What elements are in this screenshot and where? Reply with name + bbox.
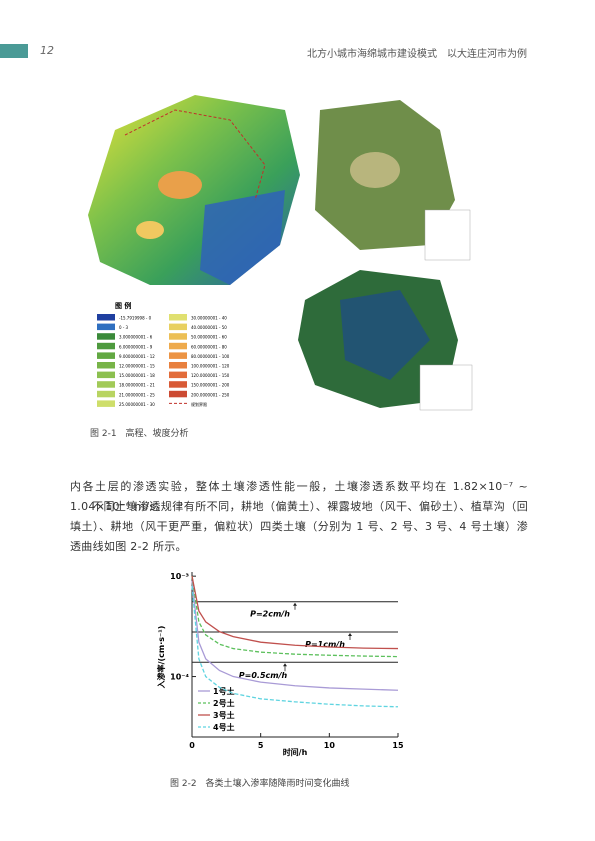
legend-swatch	[97, 400, 115, 407]
x-tick-label: 5	[258, 741, 264, 750]
legend-swatch	[97, 381, 115, 388]
legend-label: 60.00000001 - 80	[191, 344, 227, 349]
map-highland	[158, 171, 202, 199]
y-tick-label: 10⁻³	[170, 572, 189, 581]
x-tick-label: 15	[392, 741, 404, 750]
reference-arrowhead	[348, 632, 352, 636]
legend-label: 18.00000001 - 21	[119, 383, 155, 388]
legend-label: 150.0000001 - 200	[191, 383, 230, 388]
legend-label: 200.0000001 - 250	[191, 392, 230, 397]
legend-label: 9.000000001 - 12	[119, 354, 155, 359]
legend-label: 100.0000001 - 120	[191, 364, 230, 369]
map-legend-box	[424, 209, 471, 261]
legend-label: 3.000000001 - 6	[119, 335, 153, 340]
legend-swatch	[97, 371, 115, 379]
y-axis-label: 入渗率/(cm·s⁻¹)	[156, 626, 166, 690]
map-patch	[350, 152, 400, 188]
reference-arrowhead	[293, 602, 297, 606]
reference-label: P=0.5cm/h	[239, 671, 288, 680]
running-title: 北方小城市海绵城市建设模式 以大连庄河市为例	[307, 49, 527, 60]
legend-label: 21.00000001 - 25	[119, 392, 155, 397]
paragraph: 不同土壤渗透规律有所不同，耕地（偏黄土）、裸露坡地（风干、偏砂土）、植草沟（回填…	[70, 500, 528, 553]
legend-swatch	[169, 333, 187, 340]
legend-label: 15.00000001 - 18	[119, 373, 155, 378]
x-axis-label: 时间/h	[283, 747, 308, 757]
legend-swatch	[169, 381, 187, 388]
legend-swatch	[97, 362, 115, 369]
legend-label: 3号土	[213, 710, 235, 720]
legend-swatch	[169, 390, 187, 398]
legend-label: 12.00000001 - 15	[119, 364, 155, 369]
legend-swatch	[97, 390, 115, 398]
legend-label: 0 - 3	[119, 325, 129, 330]
page-number: 12	[40, 44, 54, 57]
series-line	[191, 585, 399, 708]
x-tick-label: 0	[189, 741, 195, 750]
reference-label: P=2cm/h	[250, 610, 290, 619]
legend-label: 80.00000001 - 100	[191, 354, 230, 359]
legend-label: 1号土	[213, 686, 235, 696]
series-line	[191, 576, 399, 658]
series-line	[191, 576, 399, 650]
legend-swatch	[169, 352, 187, 359]
legend-label: 120.0000001 - 150	[191, 373, 230, 378]
legend-swatch	[169, 342, 187, 350]
map-legend-box	[419, 364, 473, 411]
reference-label: P=1cm/h	[305, 640, 345, 649]
legend-label: 规划界限	[191, 401, 207, 407]
legend-label: 6.000000001 - 9	[119, 344, 153, 349]
legend-swatch	[97, 323, 115, 331]
legend-swatch	[97, 352, 115, 359]
map-boundary	[124, 109, 266, 201]
figure-caption: 图 2-2 各类土壤入渗率随降雨时间变化曲线	[170, 779, 350, 789]
chart: 时间/h 入渗率/(cm·s⁻¹) 10⁻³ 10⁻⁴ 0 5 10 15 P=2cm/h P…	[156, 572, 404, 757]
legend-swatch	[97, 333, 115, 340]
series-line	[191, 580, 399, 691]
x-tick-label: 10	[324, 741, 336, 750]
legend-label: -15.7919998 - 0	[119, 316, 152, 321]
legend-label: 30.00000001 - 40	[191, 316, 227, 321]
legend-swatch	[97, 342, 115, 350]
y-tick-label: 10⁻⁴	[170, 673, 189, 682]
legend-swatch	[169, 314, 187, 321]
legend-label: 50.00000001 - 60	[191, 335, 227, 340]
legend-swatch	[97, 314, 115, 321]
legend-label: 25.00000001 - 30	[119, 402, 155, 407]
paragraph: 内各土层的渗透实验，整体土壤渗透性能一般，土壤渗透系数平均在 1.82×10⁻⁷…	[70, 480, 528, 513]
legend-label: 40.00000001 - 50	[191, 325, 227, 330]
map-patch	[340, 290, 430, 380]
legend-title: 图 例	[115, 301, 131, 310]
header-bar	[0, 44, 28, 58]
legend-swatch	[169, 323, 187, 331]
map-highland	[136, 221, 164, 239]
figure-caption: 图 2-1 高程、坡度分析	[90, 429, 189, 439]
legend-swatch	[169, 371, 187, 379]
legend-label: 2号土	[213, 698, 235, 708]
legend-label: 4号土	[213, 722, 235, 732]
legend-swatch	[169, 362, 187, 369]
map-water	[200, 190, 285, 285]
reference-arrowhead	[283, 663, 287, 667]
